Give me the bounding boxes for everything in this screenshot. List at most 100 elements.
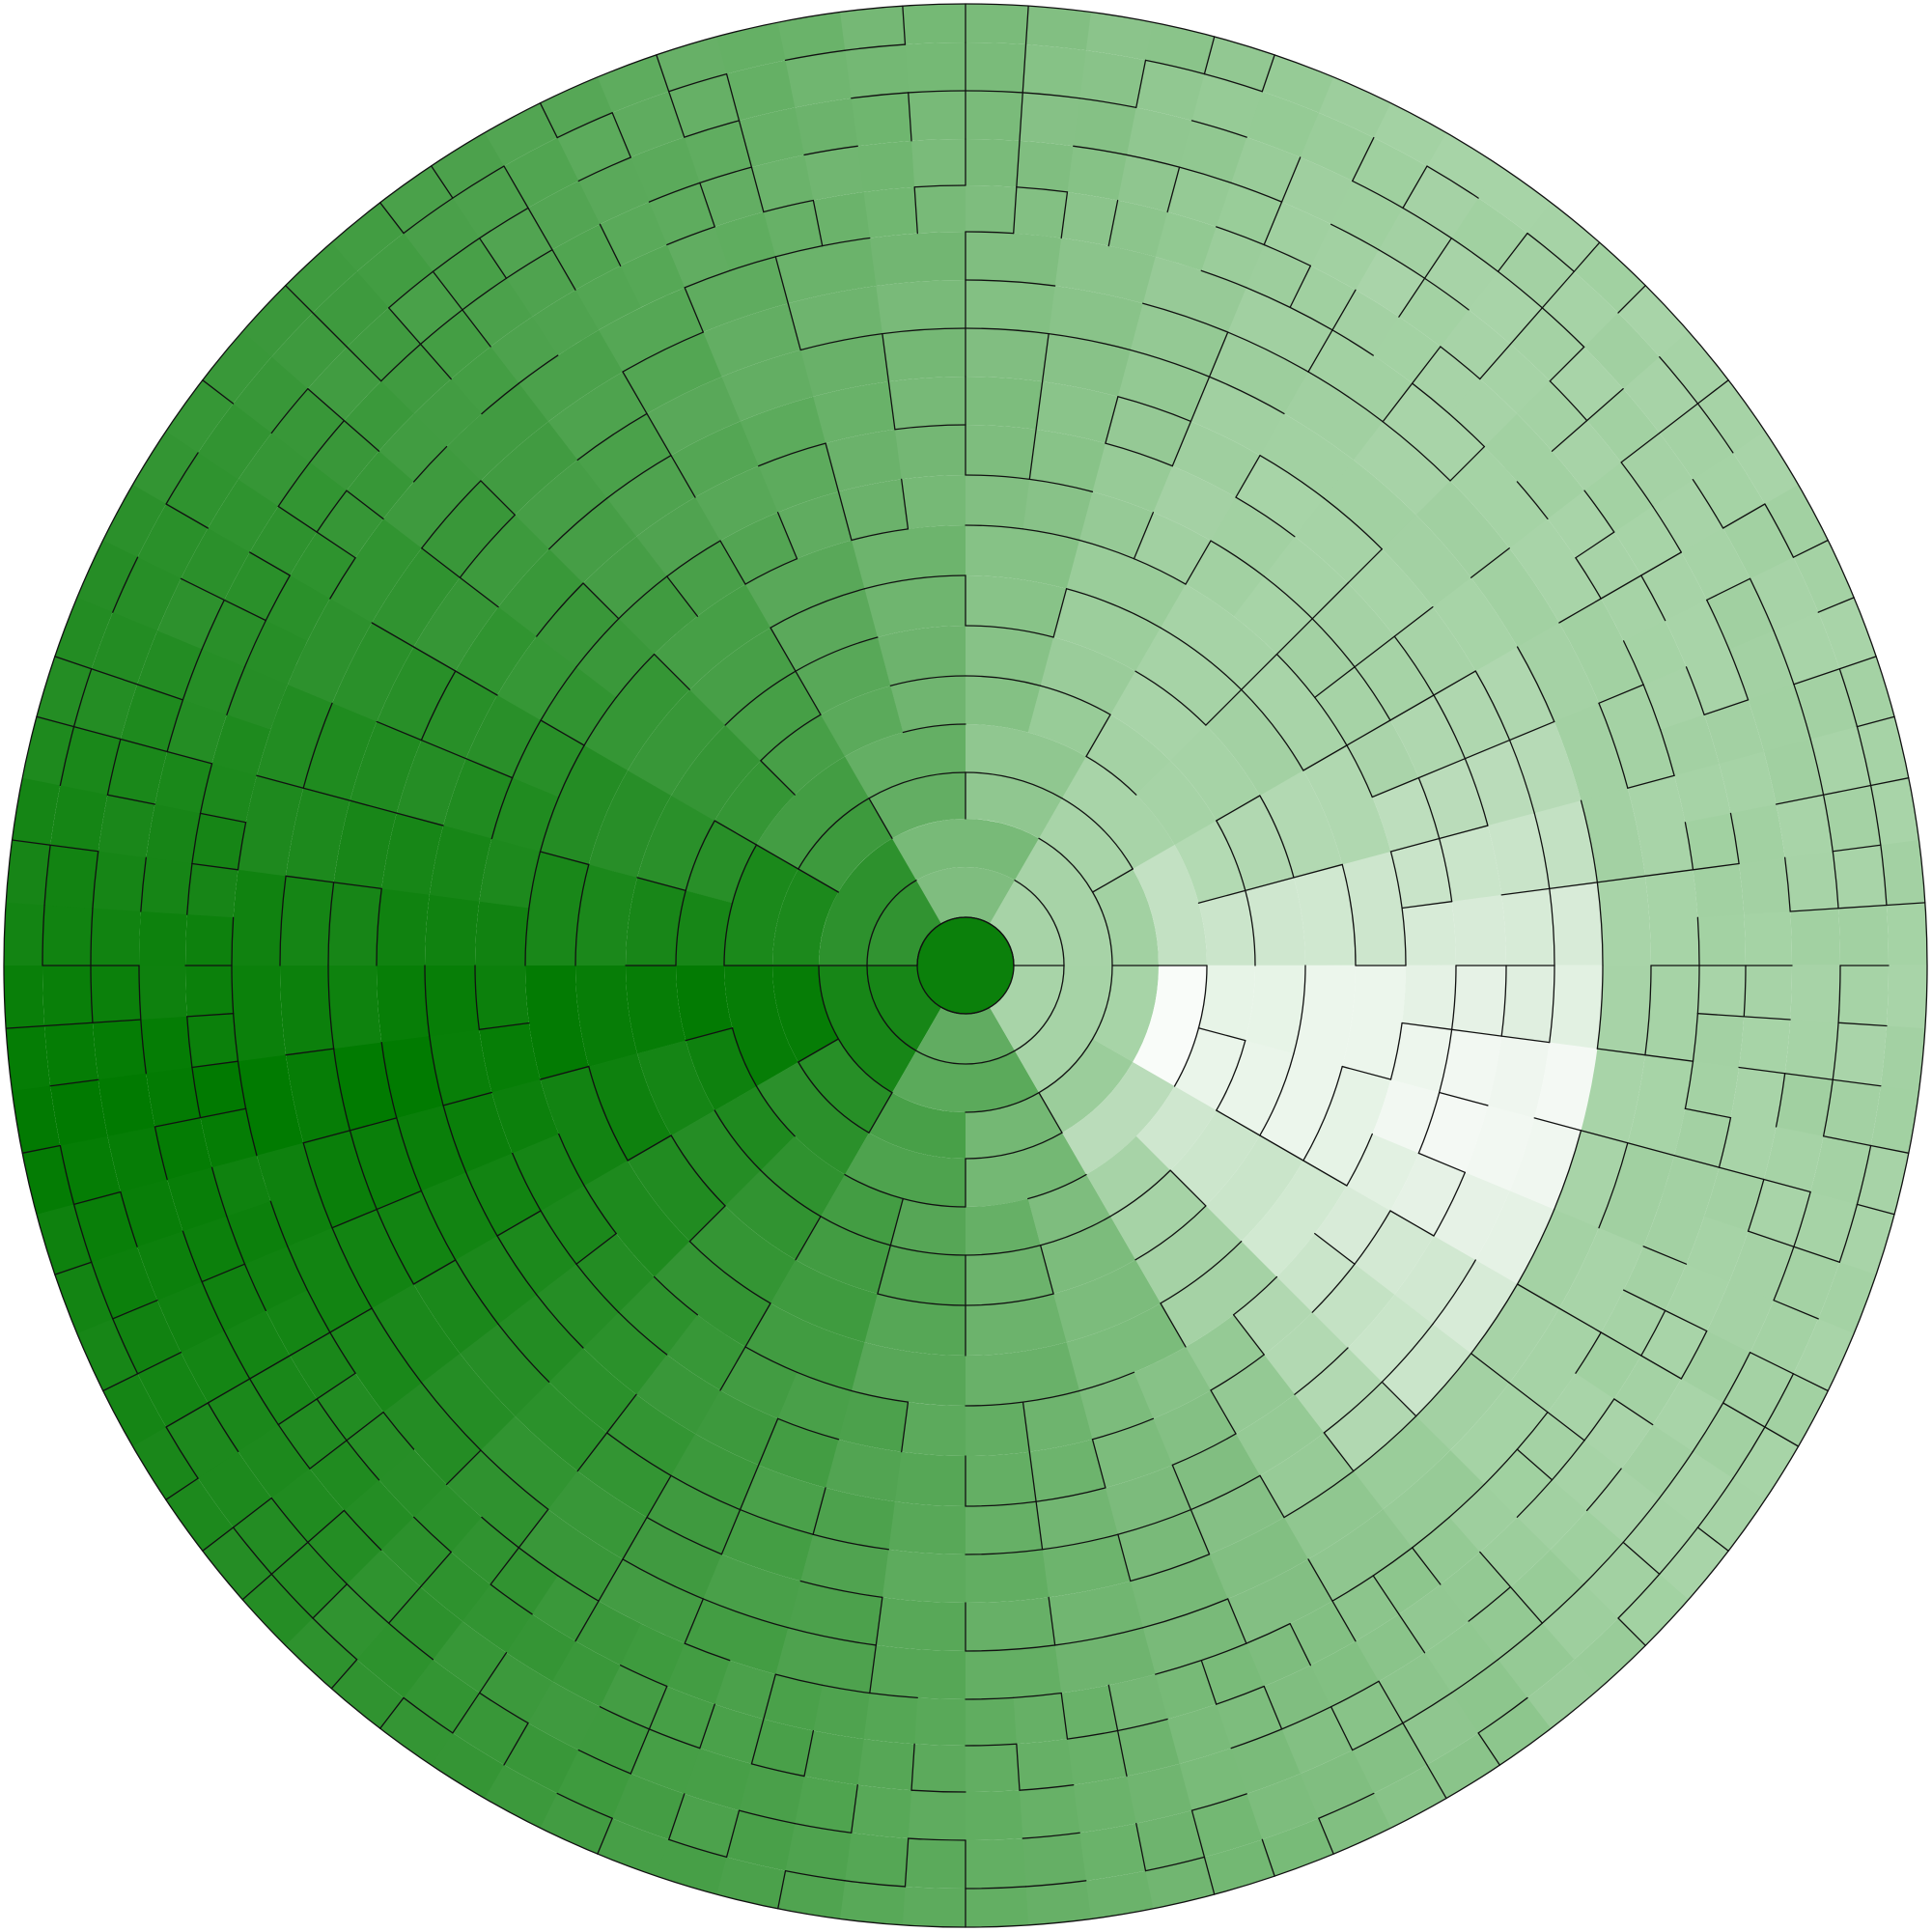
maze-cell xyxy=(1810,1134,1871,1205)
maze-cell xyxy=(862,186,918,238)
maze-wall-radial xyxy=(787,302,801,351)
maze-cell xyxy=(1085,714,1171,796)
maze-cell xyxy=(1449,446,1548,548)
maze-wall-arc xyxy=(863,574,966,590)
maze-cell xyxy=(627,689,726,797)
maze-wall-radial xyxy=(191,1060,239,1069)
maze-wall-radial xyxy=(868,798,893,840)
maze-cell xyxy=(1116,154,1180,212)
maze-wall-radial xyxy=(1013,186,1018,235)
maze-cell xyxy=(420,309,491,379)
maze-cell xyxy=(1623,619,1687,686)
maze-wall-radial xyxy=(36,715,75,728)
maze-cell xyxy=(666,541,745,617)
maze-cell xyxy=(890,1198,966,1255)
maze-wall-radial xyxy=(316,1372,356,1400)
maze-wall-arc xyxy=(646,1516,723,1555)
maze-cell xyxy=(1264,1311,1349,1395)
maze-cell xyxy=(1586,1468,1661,1543)
maze-cell xyxy=(485,1764,558,1829)
maze-wall-arc xyxy=(1353,1415,1417,1472)
maze-cell xyxy=(1426,132,1500,199)
maze-wall-radial xyxy=(887,380,896,431)
maze-cell xyxy=(965,377,1043,430)
maze-wall-radial xyxy=(464,758,514,779)
maze-cell xyxy=(280,966,334,1056)
maze-cell xyxy=(787,286,882,350)
maze-wall-radial xyxy=(1261,1838,1275,1877)
maze-wall-arc xyxy=(548,497,608,550)
maze-cell xyxy=(1259,770,1343,878)
maze-cell xyxy=(249,506,318,576)
maze-wall-radial xyxy=(1311,582,1349,620)
maze-wall-radial xyxy=(1280,156,1302,203)
maze-wall-radial xyxy=(1208,331,1229,378)
maze-cell xyxy=(666,226,730,289)
maze-wall-radial xyxy=(102,1373,139,1392)
maze-cell xyxy=(1022,479,1093,541)
maze-outer-boundary xyxy=(3,3,1928,1928)
maze-cell xyxy=(1508,518,1602,623)
maze-wall-radial xyxy=(684,287,704,333)
maze-wall-radial xyxy=(346,490,384,519)
maze-cell xyxy=(328,882,382,966)
maze-wall-arc xyxy=(327,965,335,1050)
maze-cell xyxy=(1693,862,1745,918)
maze-cell xyxy=(356,233,434,309)
maze-cell xyxy=(965,625,1054,686)
maze-cell xyxy=(965,138,1020,187)
maze-cell xyxy=(671,725,761,822)
maze-cell xyxy=(1264,1665,1332,1729)
maze-wall-radial xyxy=(758,1417,779,1467)
maze-cell xyxy=(120,1179,183,1247)
maze-wall-arc xyxy=(1073,145,1128,156)
maze-cell xyxy=(1038,798,1134,892)
maze-cell xyxy=(1302,744,1391,865)
maze-cell xyxy=(611,91,685,158)
maze-cell xyxy=(285,242,357,314)
maze-cell xyxy=(547,1470,648,1560)
maze-cell xyxy=(1784,1019,1839,1080)
maze-cell xyxy=(1027,686,1110,757)
maze-cell xyxy=(1398,277,1470,347)
maze-cell xyxy=(242,1574,314,1646)
maze-cell xyxy=(869,1092,966,1159)
maze-wall-radial xyxy=(798,1038,840,1063)
maze-cell xyxy=(266,1290,331,1357)
maze-wall-radial xyxy=(1372,1575,1400,1615)
maze-cell xyxy=(1372,1078,1440,1154)
maze-cell xyxy=(1732,1426,1799,1500)
maze-wall-radial xyxy=(307,1509,346,1544)
maze-wall-radial xyxy=(412,646,457,672)
maze-cell xyxy=(1693,1402,1766,1479)
maze-cell xyxy=(612,1774,686,1840)
maze-cell xyxy=(1318,76,1391,138)
maze-cell xyxy=(112,557,182,632)
maze-wall-radial xyxy=(576,1432,608,1472)
maze-cell xyxy=(1622,356,1698,434)
maze-cell xyxy=(649,1686,715,1749)
maze-cell xyxy=(4,966,45,1030)
maze-cell xyxy=(36,656,92,728)
maze-cell xyxy=(1439,1028,1502,1106)
maze-wall-radial xyxy=(202,379,235,405)
maze-cell xyxy=(1294,497,1383,584)
maze-cell xyxy=(1373,102,1446,167)
maze-cell xyxy=(1418,758,1488,839)
maze-wall-arc xyxy=(618,1311,668,1356)
maze-wall-radial xyxy=(1692,862,1740,871)
maze-wall-arc xyxy=(965,327,1050,335)
maze-wall-arc xyxy=(1470,1283,1519,1355)
maze-wall-radial xyxy=(1275,618,1313,656)
maze-wall-arc xyxy=(902,723,966,734)
maze-cell xyxy=(965,185,1017,234)
maze-cell xyxy=(442,758,513,839)
maze-wall-radial xyxy=(1817,597,1855,613)
maze-cell xyxy=(379,1697,454,1766)
maze-cell xyxy=(98,1073,155,1137)
maze-cell xyxy=(597,1818,670,1877)
maze-cell xyxy=(1079,1372,1154,1440)
maze-wall-radial xyxy=(656,54,670,93)
maze-cell xyxy=(1598,1142,1675,1246)
maze-wall-radial xyxy=(419,343,452,380)
